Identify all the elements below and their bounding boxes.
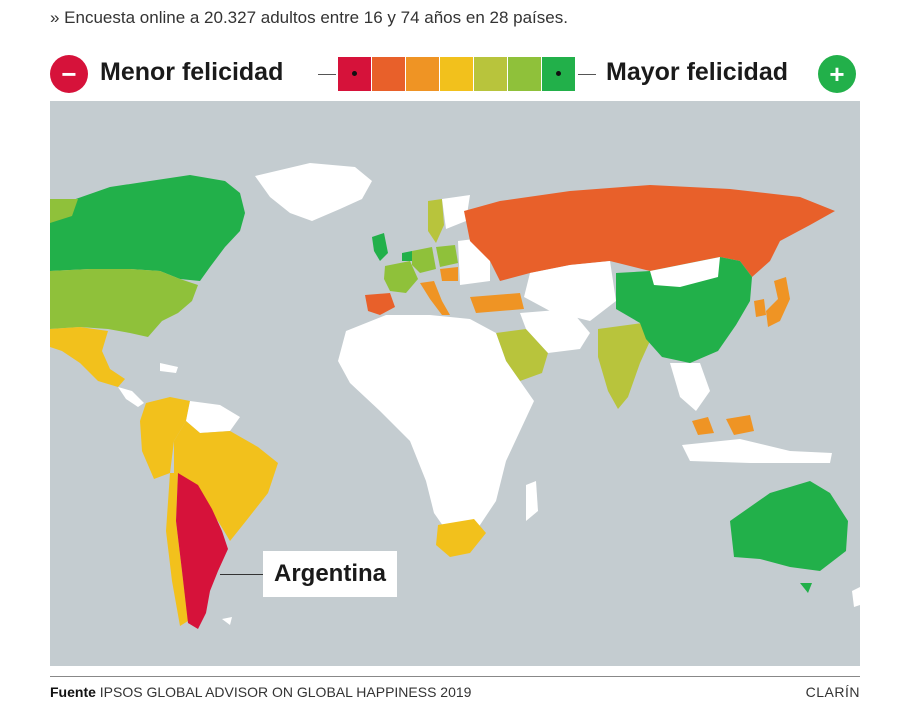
country-france xyxy=(384,261,418,293)
country-malaysia xyxy=(692,417,714,435)
country-poland xyxy=(436,245,458,267)
legend-swatch xyxy=(406,57,439,91)
legend-swatch xyxy=(474,57,507,91)
dot-icon xyxy=(352,71,357,76)
source-text: IPSOS GLOBAL ADVISOR ON GLOBAL HAPPINESS… xyxy=(99,684,472,700)
region-middle-east xyxy=(520,309,590,353)
happiness-legend: − Menor felicidad Mayor felicidad + xyxy=(50,52,860,94)
legend-less-label: Menor felicidad xyxy=(100,58,284,86)
country-chile xyxy=(166,473,188,626)
country-russia xyxy=(464,185,835,281)
country-mongolia xyxy=(650,257,720,287)
country-greenland xyxy=(255,163,372,221)
minus-icon: − xyxy=(50,55,88,93)
country-argentina xyxy=(176,473,228,629)
legend-swatch xyxy=(338,57,371,91)
country-alaska xyxy=(50,199,78,223)
source-line: Fuente IPSOS GLOBAL ADVISOR ON GLOBAL HA… xyxy=(50,684,471,700)
world-map-svg xyxy=(50,163,860,629)
region-south-america-white xyxy=(186,401,240,433)
source-label: Fuente xyxy=(50,684,96,700)
plus-icon: + xyxy=(818,55,856,93)
country-tasmania xyxy=(800,583,812,593)
country-south-africa xyxy=(436,519,486,557)
legend-swatch xyxy=(508,57,541,91)
country-china xyxy=(616,257,752,363)
country-usa xyxy=(50,269,198,337)
legend-more-label: Mayor felicidad xyxy=(606,58,788,86)
region-falklands xyxy=(222,617,232,625)
country-scandinavia xyxy=(442,195,470,229)
country-uk xyxy=(372,233,388,261)
region-southeast-asia xyxy=(670,363,710,411)
country-belgium xyxy=(402,251,412,261)
region-indonesia xyxy=(682,439,832,463)
country-south-korea xyxy=(754,299,766,317)
country-germany xyxy=(412,247,436,273)
legend-color-scale xyxy=(338,57,576,91)
legend-swatch xyxy=(542,57,575,91)
country-hungary xyxy=(440,267,458,281)
subtitle: » Encuesta online a 20.327 adultos entre… xyxy=(50,8,568,27)
country-italy xyxy=(420,281,450,315)
arrow-right-icon xyxy=(578,74,596,75)
callout-connector xyxy=(220,574,263,575)
country-australia xyxy=(730,481,848,571)
dot-icon xyxy=(556,71,561,76)
country-japan xyxy=(766,277,790,327)
country-canada xyxy=(50,175,245,281)
region-africa xyxy=(338,315,534,533)
region-central-asia xyxy=(524,261,616,321)
country-sweden xyxy=(428,199,444,243)
country-spain xyxy=(365,293,395,315)
argentina-callout: Argentina xyxy=(263,551,397,597)
country-mexico xyxy=(50,327,125,387)
country-turkey xyxy=(470,293,524,313)
world-map xyxy=(50,101,860,666)
country-india xyxy=(598,323,650,409)
country-saudi-arabia xyxy=(496,329,548,381)
arrow-left-icon xyxy=(318,74,336,75)
legend-swatch xyxy=(372,57,405,91)
country-new-zealand xyxy=(852,587,860,607)
region-central-america xyxy=(118,387,144,407)
footer-divider xyxy=(50,676,860,677)
country-brazil xyxy=(174,421,278,541)
brand-credit: CLARÍN xyxy=(805,684,860,700)
country-peru-colombia xyxy=(140,397,190,479)
region-caribbean xyxy=(160,363,178,373)
legend-swatch xyxy=(440,57,473,91)
region-borneo xyxy=(726,415,754,435)
region-madagascar xyxy=(526,481,538,521)
